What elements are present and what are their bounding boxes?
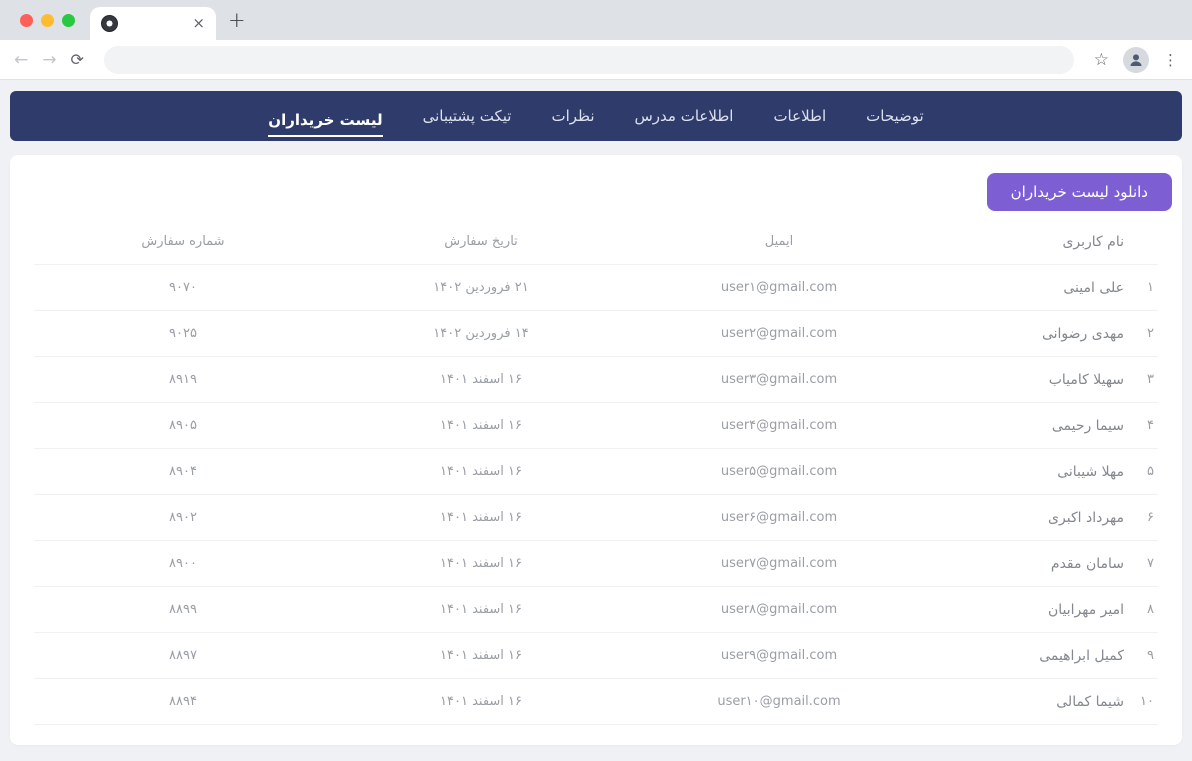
tab-comments[interactable]: نظرات [551, 106, 595, 125]
row-number-cell: ۴ [1147, 418, 1154, 433]
order-date-cell: ۱۶ اسفند ۱۴۰۱ [440, 510, 522, 525]
table-row: ۴ سیما رحیمی user۴@gmail.com ۱۶ اسفند ۱۴… [34, 403, 1158, 449]
window-zoom-button[interactable] [62, 14, 75, 27]
username-cell: مهلا شیبانی [1057, 463, 1124, 480]
refresh-icon[interactable]: ⟳ [70, 50, 84, 69]
browser-toolbar: ← → ⟳ ☆ ⋮ [0, 40, 1192, 80]
row-number-cell: ۷ [1147, 556, 1154, 571]
tab-support-ticket[interactable]: تیکت پشتیبانی [422, 106, 512, 125]
username-cell: علی امینی [1063, 279, 1124, 296]
header-order-number: شماره سفارش [141, 234, 225, 249]
header-username: نام کاربری [1062, 233, 1124, 250]
table-row: ۷ سامان مقدم user۷@gmail.com ۱۶ اسفند ۱۴… [34, 541, 1158, 587]
order-number-cell: ۸۸۹۷ [169, 648, 197, 663]
email-cell: user۴@gmail.com [720, 418, 838, 433]
back-icon[interactable]: ← [14, 49, 29, 70]
email-cell: user۵@gmail.com [720, 464, 838, 479]
card-actions: دانلود لیست خریداران [10, 173, 1182, 211]
row-number-cell: ۱ [1147, 280, 1154, 295]
page: توضیحات اطلاعات اطلاعات مدرس نظرات تیکت … [0, 80, 1192, 745]
username-cell: سهیلا کامیاب [1048, 371, 1124, 388]
username-cell: شیما کمالی [1056, 693, 1124, 710]
tab-descriptions[interactable]: توضیحات [866, 106, 924, 125]
email-cell: user۱@gmail.com [720, 280, 838, 295]
email-cell: user۳@gmail.com [720, 372, 838, 387]
table-row: ۵ مهلا شیبانی user۵@gmail.com ۱۶ اسفند ۱… [34, 449, 1158, 495]
table-row: ۳ سهیلا کامیاب user۳@gmail.com ۱۶ اسفند … [34, 357, 1158, 403]
buyers-card: دانلود لیست خریداران نام کاربری ایمیل تا… [10, 155, 1182, 745]
window-minimize-button[interactable] [41, 14, 54, 27]
tab-information[interactable]: اطلاعات [773, 106, 827, 125]
order-number-cell: ۸۹۰۲ [169, 510, 197, 525]
username-cell: سامان مقدم [1050, 555, 1124, 572]
order-date-cell: ۱۶ اسفند ۱۴۰۱ [440, 648, 522, 663]
order-date-cell: ۱۶ اسفند ۱۴۰۱ [440, 372, 522, 387]
order-number-cell: ۸۹۰۴ [169, 464, 197, 479]
row-number-cell: ۱۰ [1140, 694, 1154, 709]
order-date-cell: ۱۶ اسفند ۱۴۰۱ [440, 418, 522, 433]
row-number-cell: ۳ [1147, 372, 1154, 387]
table-row: ۹ کمیل ابراهیمی user۹@gmail.com ۱۶ اسفند… [34, 633, 1158, 679]
row-number-cell: ۵ [1147, 464, 1154, 479]
order-number-cell: ۸۸۹۴ [169, 694, 197, 709]
table-row: ۲ مهدی رضوانی user۲@gmail.com ۱۴ فروردین… [34, 311, 1158, 357]
buyers-table: نام کاربری ایمیل تاریخ سفارش شماره سفارش… [34, 219, 1158, 725]
username-cell: مهرداد اکبری [1048, 509, 1124, 526]
order-number-cell: ۹۰۲۵ [169, 326, 197, 341]
username-cell: مهدی رضوانی [1041, 325, 1124, 342]
order-number-cell: ۸۹۱۹ [169, 372, 197, 387]
row-number-cell: ۸ [1147, 602, 1154, 617]
order-date-cell: ۱۶ اسفند ۱۴۰۱ [440, 694, 522, 709]
new-tab-button[interactable]: + [228, 8, 246, 32]
table-row: ۱۰ شیما کمالی user۱۰@gmail.com ۱۶ اسفند … [34, 679, 1158, 725]
profile-avatar[interactable] [1123, 46, 1149, 73]
site-favicon-icon [101, 15, 118, 32]
row-number-cell: ۲ [1147, 326, 1154, 341]
table-row: ۶ مهرداد اکبری user۶@gmail.com ۱۶ اسفند … [34, 495, 1158, 541]
window-controls [20, 14, 75, 27]
browser-tab-strip: × + [0, 0, 1192, 40]
browser-tab[interactable]: × [90, 7, 216, 40]
order-date-cell: ۲۱ فروردین ۱۴۰۲ [433, 280, 529, 295]
tab-instructor-info[interactable]: اطلاعات مدرس [634, 106, 734, 125]
username-cell: امیر مهرابیان [1047, 601, 1124, 618]
order-date-cell: ۱۴ فروردین ۱۴۰۲ [433, 326, 529, 341]
tab-buyers-list[interactable]: لیست خریداران [268, 98, 383, 137]
person-icon [1130, 53, 1142, 66]
window-close-button[interactable] [20, 14, 33, 27]
email-cell: user۶@gmail.com [720, 510, 838, 525]
order-date-cell: ۱۶ اسفند ۱۴۰۱ [440, 556, 522, 571]
email-cell: user۷@gmail.com [720, 556, 838, 571]
row-number-cell: ۹ [1147, 648, 1154, 663]
table-row: ۸ امیر مهرابیان user۸@gmail.com ۱۶ اسفند… [34, 587, 1158, 633]
browser-menu-icon[interactable]: ⋮ [1163, 50, 1178, 69]
order-number-cell: ۹۰۷۰ [169, 280, 197, 295]
table-row: ۱ علی امینی user۱@gmail.com ۲۱ فروردین ۱… [34, 265, 1158, 311]
address-bar-input[interactable] [103, 45, 1074, 74]
email-cell: user۲@gmail.com [720, 326, 838, 341]
email-cell: user۹@gmail.com [720, 648, 838, 663]
course-tabs-nav: توضیحات اطلاعات اطلاعات مدرس نظرات تیکت … [10, 91, 1182, 141]
bookmark-star-icon[interactable]: ☆ [1093, 49, 1109, 70]
order-number-cell: ۸۹۰۰ [169, 556, 197, 571]
order-number-cell: ۸۹۰۵ [169, 418, 197, 433]
header-order-date: تاریخ سفارش [444, 234, 518, 249]
row-number-cell: ۶ [1147, 510, 1154, 525]
email-cell: user۱۰@gmail.com [717, 694, 841, 709]
username-cell: کمیل ابراهیمی [1039, 647, 1124, 664]
forward-icon[interactable]: → [42, 49, 57, 70]
email-cell: user۸@gmail.com [720, 602, 838, 617]
order-date-cell: ۱۶ اسفند ۱۴۰۱ [440, 602, 522, 617]
table-header-row: نام کاربری ایمیل تاریخ سفارش شماره سفارش [34, 219, 1158, 265]
order-number-cell: ۸۸۹۹ [169, 602, 197, 617]
header-email: ایمیل [764, 234, 794, 249]
order-date-cell: ۱۶ اسفند ۱۴۰۱ [440, 464, 522, 479]
username-cell: سیما رحیمی [1051, 417, 1124, 434]
table-body: ۱ علی امینی user۱@gmail.com ۲۱ فروردین ۱… [34, 265, 1158, 725]
tab-close-icon[interactable]: × [192, 14, 205, 32]
download-buyers-list-button[interactable]: دانلود لیست خریداران [986, 173, 1172, 211]
